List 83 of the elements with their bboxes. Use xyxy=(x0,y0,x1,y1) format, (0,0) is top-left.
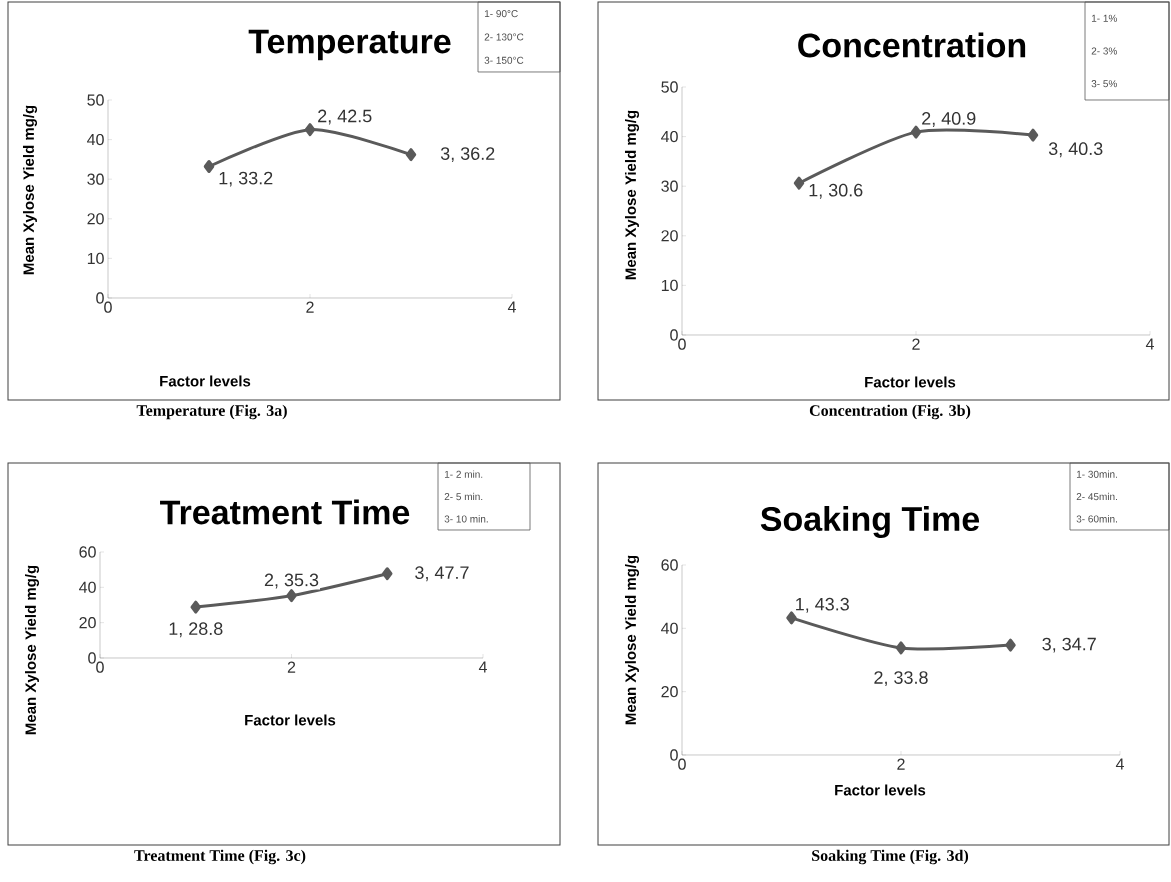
data-label: 2, 35.3 xyxy=(264,573,319,589)
y-tick-label: 10 xyxy=(661,279,678,292)
y-tick-label: 50 xyxy=(87,94,104,106)
point xyxy=(203,160,215,174)
x-axis-title: Factor levels xyxy=(160,375,251,387)
y-tick-label: 0 xyxy=(670,749,678,761)
y-tick-label: 40 xyxy=(79,581,96,593)
text: Temperature (Fig. 3a) xyxy=(136,404,287,420)
chart-title: Treatment Time xyxy=(160,499,410,525)
x-axis-title: Factor levels xyxy=(835,784,926,796)
y-tick-label: 40 xyxy=(87,133,104,146)
x-tick-label: 2 xyxy=(287,661,296,673)
text: 3- 150°C xyxy=(484,56,524,64)
text: 2- 45min. xyxy=(1076,492,1117,501)
y-tick-label: 10 xyxy=(87,252,104,265)
point xyxy=(382,567,393,581)
x-axis-title: Factor levels xyxy=(245,714,336,726)
chart-title: Temperature xyxy=(248,29,451,61)
point xyxy=(786,611,797,625)
y-tick-label: 0 xyxy=(670,329,678,341)
text: 1- 30min. xyxy=(1076,470,1117,478)
text: Concentration (Fig. 3b) xyxy=(809,404,971,420)
text: 3- 10 min. xyxy=(444,515,488,523)
y-tick-label: 60 xyxy=(79,546,96,558)
y-tick-label: 60 xyxy=(661,559,678,571)
data-label: 2, 33.8 xyxy=(874,671,928,687)
point xyxy=(910,125,922,139)
x-tick-label: 0 xyxy=(678,758,686,770)
x-tick-label: 4 xyxy=(478,661,487,673)
point xyxy=(304,123,316,137)
x-tick-label: 4 xyxy=(1115,758,1124,770)
y-tick-label: 50 xyxy=(661,81,678,93)
data-label: 1, 28.8 xyxy=(169,622,223,638)
x-tick-label: 4 xyxy=(507,301,516,313)
data-label: 1, 33.2 xyxy=(219,171,273,187)
data-label: 3, 36.2 xyxy=(440,147,495,163)
y-axis-title: Mean Xylose Yield mg/g xyxy=(624,555,640,725)
point xyxy=(190,600,202,614)
chart-title: Concentration xyxy=(798,32,1026,58)
y-tick-label: 20 xyxy=(661,230,678,242)
y-axis-title: Mean Xylose Yield mg/g xyxy=(624,110,640,280)
data-label: 3, 40.3 xyxy=(1048,142,1103,158)
y-tick-label: 30 xyxy=(87,173,104,185)
point xyxy=(286,589,297,603)
text: 3- 60min. xyxy=(1076,515,1117,523)
y-tick-label: 40 xyxy=(661,130,678,143)
text: 1- 90°C xyxy=(484,10,518,18)
point xyxy=(1027,128,1039,142)
y-tick-label: 30 xyxy=(661,180,678,192)
point xyxy=(895,641,907,655)
text: 2- 3% xyxy=(1091,47,1117,55)
text: 1- 2 min. xyxy=(444,470,483,478)
x-tick-label: 0 xyxy=(678,338,686,350)
text: 2- 130°C xyxy=(484,33,524,41)
data-label: 1, 43.3 xyxy=(796,597,849,613)
chart-title: Soaking Time xyxy=(760,506,980,538)
x-tick-label: 4 xyxy=(1145,338,1154,350)
text: Soaking Time (Fig. 3d) xyxy=(812,849,969,865)
x-tick-label: 2 xyxy=(912,338,920,350)
x-tick-label: 0 xyxy=(104,301,112,313)
data-label: 3, 47.7 xyxy=(415,566,469,582)
data-label: 1, 30.6 xyxy=(809,183,863,199)
point xyxy=(405,148,417,162)
y-tick-label: 20 xyxy=(87,213,104,225)
point xyxy=(1005,638,1016,652)
x-tick-label: 2 xyxy=(897,758,905,770)
x-axis-title: Factor levels xyxy=(865,376,956,388)
data-label: 3, 34.7 xyxy=(1042,637,1096,653)
text: 2- 5 min. xyxy=(444,492,483,501)
text: Treatment Time (Fig. 3c) xyxy=(134,849,306,865)
y-tick-label: 20 xyxy=(661,685,678,698)
y-axis-title: Mean Xylose Yield mg/g xyxy=(24,565,40,735)
y-tick-label: 0 xyxy=(88,652,96,664)
y-tick-label: 0 xyxy=(96,292,104,304)
y-tick-label: 20 xyxy=(79,616,96,629)
y-axis-title: Mean Xylose Yield mg/g xyxy=(22,105,38,275)
data-label: 2, 40.9 xyxy=(922,112,976,127)
x-tick-label: 2 xyxy=(306,301,314,313)
point xyxy=(793,176,805,190)
data-label: 2, 42.5 xyxy=(318,109,372,125)
text: 1- 1% xyxy=(1091,14,1117,22)
y-tick-label: 40 xyxy=(661,622,678,634)
annotation: 3- 5% xyxy=(1091,80,1117,88)
